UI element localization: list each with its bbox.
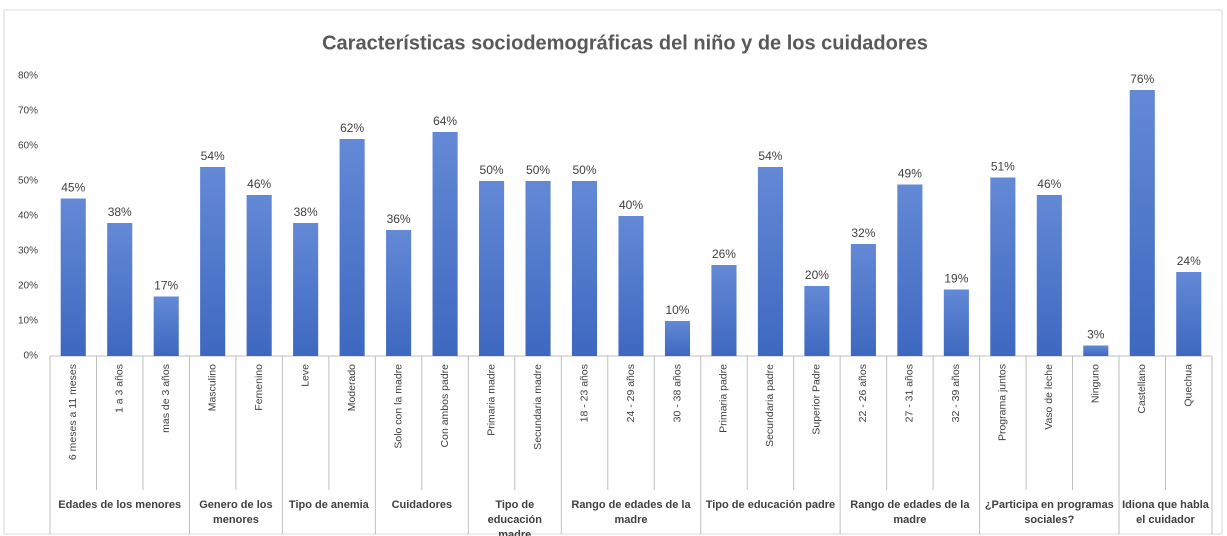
x-tick-label: 32 - 39 años bbox=[950, 364, 962, 422]
value-label: 20% bbox=[805, 268, 829, 282]
x-tick-label: 22 - 26 años bbox=[857, 364, 869, 422]
value-label: 49% bbox=[898, 167, 922, 181]
x-tick-label: Primaria madre bbox=[485, 364, 497, 436]
group-label: Tipo de educación madre bbox=[487, 499, 542, 536]
bar bbox=[525, 181, 551, 356]
bar bbox=[339, 139, 365, 356]
value-label: 3% bbox=[1087, 328, 1105, 342]
bar bbox=[571, 181, 598, 356]
value-label: 36% bbox=[387, 212, 411, 226]
value-label: 19% bbox=[944, 272, 968, 286]
x-tick-label: 27 - 31 años bbox=[904, 364, 916, 422]
group-label: Edades de los menores bbox=[58, 499, 182, 511]
value-label: 46% bbox=[1037, 177, 1061, 191]
group-label: Rango de edades de la madre bbox=[571, 499, 691, 526]
x-tick-label: Secundaria padre bbox=[764, 364, 776, 447]
value-label: 50% bbox=[480, 163, 504, 177]
x-tick-label: Masculino bbox=[206, 364, 218, 411]
group-label: Tipo de educación padre bbox=[705, 499, 836, 511]
y-tick-label: 70% bbox=[18, 106, 38, 117]
value-label: 51% bbox=[991, 160, 1015, 174]
group-label: Cuidadores bbox=[391, 499, 453, 511]
y-tick-label: 30% bbox=[18, 246, 38, 257]
bar bbox=[246, 195, 272, 356]
value-label: 10% bbox=[665, 303, 689, 317]
x-tick-label: Programa juntos bbox=[997, 364, 1009, 441]
bar bbox=[618, 216, 644, 356]
bar bbox=[711, 265, 737, 356]
bar bbox=[1083, 345, 1109, 356]
bar bbox=[1036, 195, 1062, 356]
bar bbox=[804, 286, 830, 356]
x-tick-label: 30 - 38 años bbox=[671, 364, 683, 422]
group-label: Rango de edades de la madre bbox=[850, 499, 970, 526]
bar bbox=[153, 296, 179, 356]
bar bbox=[1176, 272, 1202, 356]
bar bbox=[432, 132, 458, 356]
y-tick-label: 50% bbox=[18, 176, 38, 187]
bar bbox=[479, 181, 505, 356]
value-label: 40% bbox=[619, 198, 643, 212]
x-tick-label: Quechua bbox=[1183, 364, 1195, 407]
x-tick-label: 24 - 29 años bbox=[625, 364, 637, 422]
y-tick-label: 40% bbox=[18, 211, 38, 222]
chart-border bbox=[3, 9, 1223, 535]
value-label: 50% bbox=[526, 163, 550, 177]
x-tick-label: 1 a 3 años bbox=[114, 364, 126, 413]
chart-title: Características sociodemográficas del ni… bbox=[322, 32, 928, 54]
x-tick-label: Ninguno bbox=[1090, 364, 1102, 403]
y-tick-label: 60% bbox=[18, 141, 38, 152]
value-label: 54% bbox=[201, 149, 225, 163]
y-tick-label: 80% bbox=[18, 71, 38, 82]
value-label: 45% bbox=[61, 181, 85, 195]
group-label: Tipo de anemia bbox=[288, 499, 369, 511]
bar bbox=[664, 321, 691, 356]
x-tick-label: Solo con la madre bbox=[392, 364, 404, 449]
y-tick-label: 0% bbox=[24, 351, 39, 362]
bar bbox=[897, 184, 923, 356]
value-label: 64% bbox=[433, 114, 457, 128]
bar bbox=[1129, 90, 1155, 356]
value-label: 50% bbox=[573, 163, 597, 177]
x-tick-label: 18 - 23 años bbox=[578, 364, 590, 422]
value-label: 26% bbox=[712, 247, 736, 261]
x-tick-label: Leve bbox=[299, 364, 311, 387]
value-label: 62% bbox=[340, 121, 364, 135]
x-tick-label: Moderado bbox=[346, 364, 358, 411]
value-label: 38% bbox=[108, 205, 132, 219]
value-label: 76% bbox=[1130, 72, 1154, 86]
bar bbox=[990, 177, 1016, 356]
group-label: Idiona que habla el cuidador bbox=[1122, 499, 1209, 526]
value-label: 54% bbox=[758, 149, 782, 163]
value-label: 46% bbox=[247, 177, 271, 191]
bar bbox=[943, 289, 969, 356]
bar bbox=[757, 167, 783, 356]
x-tick-label: 6 meses a 11 meses bbox=[67, 364, 79, 460]
x-tick-label: Vaso de leche bbox=[1043, 364, 1055, 430]
bar bbox=[850, 244, 876, 356]
x-tick-label: Superior Padre bbox=[811, 364, 823, 435]
group-label: Genero de los menores bbox=[199, 499, 273, 526]
x-tick-label: Castellano bbox=[1136, 364, 1148, 414]
y-tick-label: 20% bbox=[18, 281, 38, 292]
x-tick-label: Con ambos padre bbox=[439, 364, 451, 448]
value-label: 38% bbox=[294, 205, 318, 219]
x-tick-label: Femenino bbox=[253, 364, 265, 411]
bar bbox=[60, 198, 86, 356]
group-label: ¿Participa en programas sociales? bbox=[984, 499, 1114, 526]
bar bbox=[200, 167, 226, 356]
x-tick-label: mas de 3 años bbox=[160, 364, 172, 433]
x-tick-label: Primaria padre bbox=[718, 364, 730, 433]
bar bbox=[107, 223, 133, 356]
x-tick-label: Secundaria madre bbox=[532, 364, 544, 450]
value-label: 17% bbox=[154, 279, 178, 293]
bar bbox=[293, 223, 319, 356]
value-label: 24% bbox=[1177, 254, 1201, 268]
bar bbox=[386, 230, 412, 356]
y-tick-label: 10% bbox=[18, 316, 38, 327]
value-label: 32% bbox=[851, 226, 875, 240]
